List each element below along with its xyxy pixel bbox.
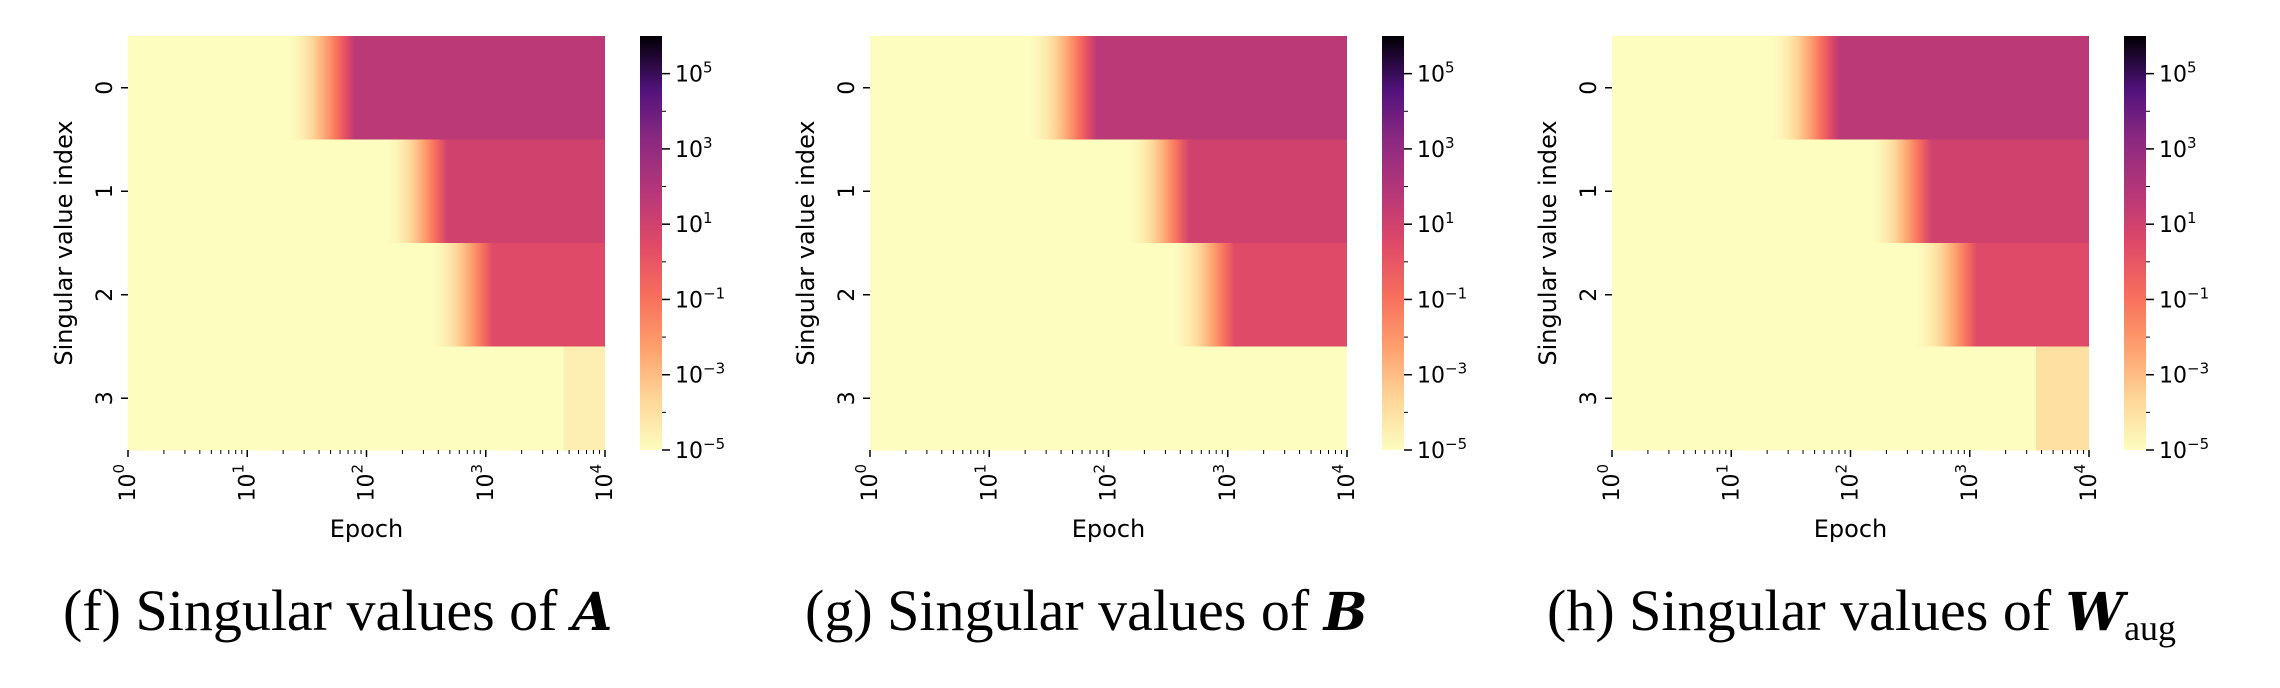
colorbar-tick-label: 10−5: [1417, 435, 1467, 464]
x-axis-label: Epoch: [1814, 515, 1888, 543]
heatmap-panel-1: 0 1 2 3 Singular value index 100 101 102 103 104 E…: [792, 36, 1467, 643]
x-tick-label: 100: [110, 464, 141, 502]
x-tick-label: 103: [468, 464, 499, 502]
colorbar-tick-label: 103: [1417, 134, 1455, 163]
x-axis-label: Epoch: [1072, 515, 1146, 543]
heatmap-row-0: [1612, 36, 2089, 140]
y-tick-label: 3: [93, 391, 118, 405]
x-axis-label: Epoch: [330, 515, 404, 543]
x-tick-label: 103: [1952, 464, 1983, 502]
y-axis-label: Singular value index: [1534, 120, 1562, 365]
x-tick-label: 103: [1210, 464, 1241, 502]
y-tick-label: 2: [93, 288, 118, 302]
heatmap-row-3: [128, 346, 605, 451]
y-tick-label: 3: [1577, 391, 1602, 405]
colorbar-tick-label: 10−3: [2159, 360, 2209, 389]
heatmap-row-2: [128, 243, 605, 347]
panel-caption: (f) Singular values of A: [63, 578, 612, 643]
x-tick-label: 102: [1833, 464, 1864, 502]
colorbar: [2124, 36, 2146, 450]
heatmap-panel-0: 0 1 2 3 Singular value index 100 101 102 103 104 E…: [50, 36, 725, 643]
heatmap-row-2: [870, 243, 1347, 347]
x-tick-label: 104: [587, 464, 618, 502]
panel-caption: (g) Singular values of B: [805, 578, 1368, 643]
y-tick-label: 0: [93, 81, 118, 95]
colorbar-tick-label: 10−5: [2159, 435, 2209, 464]
y-tick-label: 3: [835, 391, 860, 405]
x-tick-label: 101: [229, 464, 260, 502]
colorbar-tick-label: 10−1: [1417, 284, 1467, 313]
panel-caption: (h) Singular values of Waug: [1547, 578, 2176, 648]
heatmap-row-0: [128, 36, 605, 140]
heatmap-row-1: [870, 139, 1347, 244]
colorbar-tick-label: 105: [2159, 59, 2197, 88]
x-tick-label: 101: [1713, 464, 1744, 502]
x-tick-label: 102: [1091, 464, 1122, 502]
colorbar-tick-label: 103: [675, 134, 713, 163]
x-tick-label: 104: [1329, 464, 1360, 502]
colorbar-tick-label: 103: [2159, 134, 2197, 163]
colorbar-tick-label: 105: [1417, 59, 1455, 88]
colorbar: [1382, 36, 1404, 450]
heatmap-row-0: [870, 36, 1347, 140]
x-tick-label: 102: [349, 464, 380, 502]
colorbar-tick-label: 101: [675, 209, 713, 238]
colorbar-tick-label: 101: [2159, 209, 2197, 238]
colorbar-tick-label: 10−3: [1417, 360, 1467, 389]
heatmap-row-1: [128, 139, 605, 244]
y-tick-label: 2: [835, 288, 860, 302]
y-tick-label: 2: [1577, 288, 1602, 302]
y-tick-label: 0: [1577, 81, 1602, 95]
colorbar-tick-label: 10−5: [675, 435, 725, 464]
x-tick-label: 101: [971, 464, 1002, 502]
y-axis-label: Singular value index: [50, 120, 78, 365]
colorbar: [640, 36, 662, 450]
x-tick-label: 104: [2071, 464, 2102, 502]
colorbar-tick-label: 10−1: [2159, 284, 2209, 313]
heatmap-row-1: [1612, 139, 2089, 244]
heatmap-panel-2: 0 1 2 3 Singular value index 100 101 102 103 104 E…: [1534, 36, 2209, 648]
y-tick-label: 1: [835, 184, 860, 198]
y-tick-label: 1: [93, 184, 118, 198]
y-axis-label: Singular value index: [792, 120, 820, 365]
colorbar-tick-label: 105: [675, 59, 713, 88]
y-tick-label: 1: [1577, 184, 1602, 198]
colorbar-tick-label: 101: [1417, 209, 1455, 238]
y-tick-label: 0: [835, 81, 860, 95]
colorbar-tick-label: 10−1: [675, 284, 725, 313]
heatmap-row-3: [1612, 346, 2089, 451]
x-tick-label: 100: [1594, 464, 1625, 502]
colorbar-tick-label: 10−3: [675, 360, 725, 389]
x-tick-label: 100: [852, 464, 883, 502]
heatmap-row-2: [1612, 243, 2089, 347]
heatmap-row-3: [870, 346, 1347, 451]
